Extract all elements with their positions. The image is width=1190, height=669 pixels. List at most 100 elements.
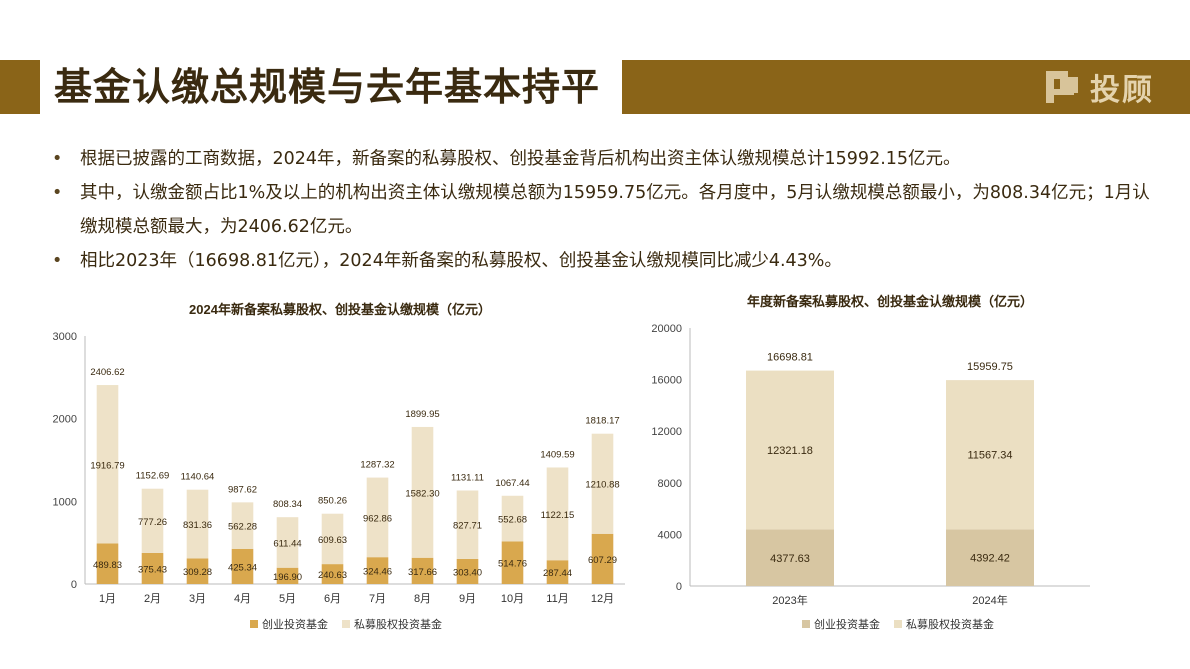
bar-private-equity <box>141 488 164 553</box>
data-label-private-equity: 827.71 <box>453 521 482 532</box>
data-label-total: 16698.81 <box>767 352 813 364</box>
annual-chart: 年度新备案私募股权、创投基金认缴规模（亿元） 0 4000 8000 12000 1600… <box>640 290 1100 640</box>
bar-private-equity <box>276 517 299 568</box>
bar-private-equity <box>96 385 119 544</box>
x-tick-label: 2月 <box>144 593 161 605</box>
y-tick-label: 12000 <box>651 426 682 438</box>
data-label-venture: 514.76 <box>498 559 527 570</box>
data-label-private-equity: 611.44 <box>273 538 301 549</box>
data-label-private-equity: 962.86 <box>363 513 392 524</box>
data-label-private-equity: 609.63 <box>318 535 347 546</box>
y-tick-label: 2000 <box>53 414 77 426</box>
data-label-venture: 4392.42 <box>970 553 1010 565</box>
data-label-total: 850.26 <box>318 496 347 507</box>
legend-label-private-equity: 私募股权投资基金 <box>354 617 442 631</box>
data-label-total: 15959.75 <box>967 361 1013 373</box>
data-label-total: 1818.17 <box>585 416 619 427</box>
data-label-private-equity: 831.36 <box>183 520 212 531</box>
bar-venture <box>186 558 209 584</box>
legend-swatch-venture <box>802 620 810 628</box>
x-tick-label: 2023年 <box>772 593 807 607</box>
bar-venture <box>231 548 254 584</box>
data-label-venture: 375.43 <box>138 564 167 575</box>
data-label-venture: 303.40 <box>453 567 482 578</box>
data-label-venture: 4377.63 <box>770 553 810 565</box>
data-label-total: 1409.59 <box>540 449 574 460</box>
data-label-venture: 240.63 <box>318 570 347 581</box>
data-label-total: 808.34 <box>273 499 302 510</box>
data-label-venture: 309.28 <box>183 567 212 578</box>
summary-bullets: 根据已披露的工商数据，2024年，新备案的私募股权、创投基金背后机构出资主体认缴… <box>52 142 1162 278</box>
y-tick-label: 20000 <box>651 323 682 335</box>
bar-venture <box>546 560 569 584</box>
bar-private-equity <box>501 495 524 542</box>
legend-label-private-equity: 私募股权投资基金 <box>906 617 994 631</box>
data-label-venture: 287.44 <box>543 568 572 579</box>
data-label-private-equity: 552.68 <box>498 515 527 526</box>
data-label-venture: 425.34 <box>228 562 257 573</box>
bar-private-equity <box>186 489 209 559</box>
x-tick-label: 9月 <box>459 593 476 605</box>
data-label-private-equity: 1582.30 <box>405 488 439 499</box>
x-tick-label: 5月 <box>279 593 296 605</box>
legend-swatch-private-equity <box>342 620 350 628</box>
bar-private-equity <box>746 370 834 530</box>
bar-private-equity <box>321 513 344 565</box>
annual-chart-svg: 年度新备案私募股权、创投基金认缴规模（亿元） 0 4000 8000 12000 1600… <box>651 294 1090 631</box>
data-label-venture: 607.29 <box>588 555 617 566</box>
bar-private-equity <box>411 426 434 558</box>
bar-venture <box>321 564 344 584</box>
data-label-private-equity: 1210.88 <box>585 480 619 491</box>
logo-icon <box>1046 71 1078 103</box>
bar-venture <box>141 552 164 584</box>
bar-private-equity <box>546 467 569 561</box>
bar-venture <box>591 533 614 584</box>
bar-venture <box>456 558 479 584</box>
x-tick-label: 12月 <box>591 593 614 605</box>
legend-label-venture: 创业投资基金 <box>262 617 328 631</box>
data-label-total: 987.62 <box>228 484 257 495</box>
data-label-total: 1067.44 <box>495 478 529 489</box>
bar-private-equity <box>456 490 479 559</box>
x-tick-label: 4月 <box>234 593 251 605</box>
title-accent-bar-right <box>622 60 1190 114</box>
data-label-venture: 489.83 <box>93 560 122 571</box>
brand-logo: 投顾 <box>1042 66 1154 108</box>
data-label-total: 1152.69 <box>136 471 170 482</box>
y-tick-label: 1000 <box>53 496 77 508</box>
data-label-private-equity: 12321.18 <box>767 445 813 457</box>
title-background <box>40 56 620 118</box>
logo-text: 投顾 <box>1090 73 1154 108</box>
title-accent-bar-left <box>0 60 40 114</box>
legend-label-venture: 创业投资基金 <box>814 617 880 631</box>
data-label-venture: 317.66 <box>408 567 437 578</box>
y-tick-label: 8000 <box>658 478 682 490</box>
x-tick-label: 1月 <box>99 593 116 605</box>
bar-venture <box>746 529 834 586</box>
x-tick-label: 3月 <box>189 593 206 605</box>
data-label-total: 1899.95 <box>405 409 439 420</box>
x-tick-label: 6月 <box>324 593 341 605</box>
x-tick-label: 7月 <box>369 593 386 605</box>
bar-venture <box>276 567 299 584</box>
data-label-private-equity: 11567.34 <box>967 450 1012 462</box>
data-label-total: 1131.11 <box>451 472 484 483</box>
monthly-chart-svg: 2024年新备案私募股权、创投基金认缴规模（亿元） 0 1000 2000 3000 48… <box>53 302 625 631</box>
bar-private-equity <box>591 433 614 534</box>
bullet-item: 其中，认缴金额占比1%及以上的机构出资主体认缴规模总额为15959.75亿元。各… <box>52 176 1162 244</box>
x-tick-label: 11月 <box>546 593 568 605</box>
legend-swatch-private-equity <box>894 620 902 628</box>
bullet-item: 根据已披露的工商数据，2024年，新备案的私募股权、创投基金背后机构出资主体认缴… <box>52 142 1162 176</box>
y-tick-label: 16000 <box>651 375 682 387</box>
legend-swatch-venture <box>250 620 258 628</box>
x-tick-label: 8月 <box>414 593 431 605</box>
y-tick-label: 4000 <box>658 529 682 541</box>
bar-venture <box>411 557 434 584</box>
bar-venture <box>96 543 119 584</box>
y-tick-label: 3000 <box>53 331 77 343</box>
data-label-total: 2406.62 <box>90 367 124 378</box>
y-tick-label: 0 <box>71 579 77 591</box>
bullet-item: 相比2023年（16698.81亿元），2024年新备案的私募股权、创投基金认缴… <box>52 244 1162 278</box>
bar-venture <box>946 529 1034 586</box>
page-title: 基金认缴总规模与去年基本持平 <box>54 64 601 109</box>
